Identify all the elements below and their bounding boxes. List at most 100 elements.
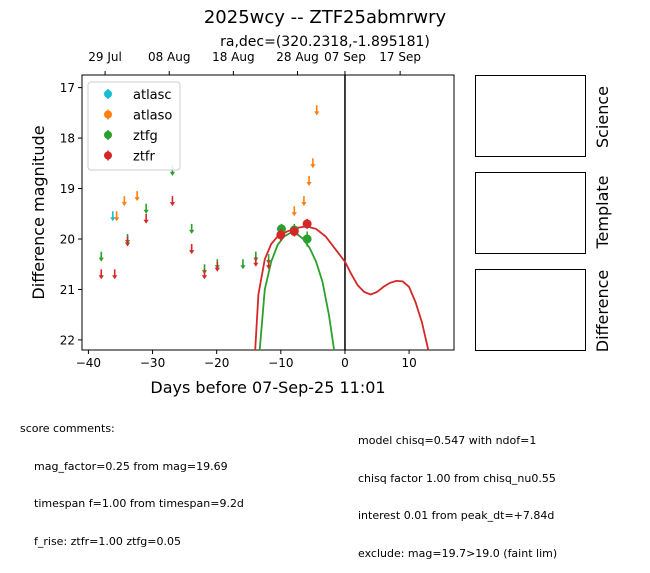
legend-label: ztfr bbox=[133, 150, 155, 165]
model-comment-line: exclude: mag=19.7>19.0 (faint lim) bbox=[358, 546, 558, 560]
detection-marker bbox=[289, 226, 299, 236]
top-tick-label: 17 Sep bbox=[379, 50, 421, 64]
ztfr-upper-limit bbox=[201, 269, 208, 280]
upper-limit-arrowhead bbox=[169, 202, 176, 207]
detection-marker bbox=[276, 230, 286, 240]
y-axis-label: Difference magnitude bbox=[29, 125, 48, 299]
model-comment-line: chisq factor 1.00 from chisq_nu0.55 bbox=[358, 471, 556, 485]
plot-frame bbox=[81, 74, 455, 351]
atlaso-upper-limit bbox=[121, 196, 127, 207]
upper-limit-arrowhead bbox=[253, 262, 259, 267]
ztfg-upper-limit bbox=[240, 259, 246, 270]
detection-marker bbox=[302, 219, 312, 229]
y-tick-label: 22 bbox=[60, 333, 75, 347]
template-label: Template bbox=[593, 175, 612, 249]
atlaso-upper-limit bbox=[114, 211, 120, 222]
legend-label: ztfg bbox=[133, 129, 158, 144]
score-comments: score comments: mag_factor=0.25 from mag… bbox=[20, 398, 244, 561]
ztfg-detection bbox=[302, 231, 312, 247]
upper-limit-arrowhead bbox=[291, 212, 297, 217]
y-tick-label: 18 bbox=[60, 132, 75, 146]
ztfr-upper-limit bbox=[124, 236, 131, 247]
science-panel bbox=[475, 75, 586, 157]
x-tick-label: −40 bbox=[76, 356, 101, 370]
x-tick-label: 0 bbox=[341, 356, 349, 370]
ztfr-detection bbox=[276, 228, 286, 242]
atlaso-upper-limit bbox=[306, 175, 312, 186]
atlaso-upper-limit bbox=[291, 206, 297, 217]
upper-limit-arrowhead bbox=[169, 171, 176, 176]
ztfr-detection bbox=[302, 218, 312, 229]
top-tick-label: 28 Aug bbox=[276, 50, 319, 64]
upper-limit-arrowhead bbox=[306, 181, 312, 186]
top-tick-label: 29 Jul bbox=[88, 50, 122, 64]
top-tick-label: 08 Aug bbox=[148, 50, 191, 64]
x-tick-label: 10 bbox=[401, 356, 416, 370]
legend-label: atlaso bbox=[133, 109, 172, 124]
upper-limit-arrowhead bbox=[240, 265, 246, 270]
upper-limit-arrowhead bbox=[314, 111, 320, 116]
science-label: Science bbox=[593, 85, 612, 149]
ztfg-model bbox=[258, 231, 335, 350]
legend-label: atlasc bbox=[133, 88, 172, 103]
upper-limit-arrowhead bbox=[114, 217, 120, 222]
top-tick-label: 07 Sep bbox=[324, 50, 366, 64]
y-tick-label: 17 bbox=[60, 81, 75, 95]
model-comment-line: interest 0.01 from peak_dt=+7.84d bbox=[358, 509, 555, 522]
atlaso-upper-limit bbox=[314, 105, 320, 116]
difference-panel bbox=[475, 269, 586, 351]
upper-limit-arrowhead bbox=[143, 219, 149, 224]
atlaso-upper-limit bbox=[310, 158, 316, 169]
ztfr-detection bbox=[289, 226, 299, 237]
x-axis-label: Days before 07-Sep-25 11:01 bbox=[150, 378, 385, 397]
x-tick-label: −10 bbox=[268, 356, 293, 370]
x-tick-label: −30 bbox=[140, 356, 165, 370]
legend-marker bbox=[104, 131, 112, 139]
model-comments: model chisq=0.547 with ndof=1 chisq fact… bbox=[358, 410, 557, 573]
ztfr-upper-limit bbox=[169, 196, 176, 207]
chart-title: 2025wcy -- ZTF25abmrwry bbox=[203, 7, 447, 28]
score-comment-line: f_rise: ztfr=1.00 ztfg=0.05 bbox=[34, 534, 181, 548]
legend-marker bbox=[104, 151, 112, 160]
legend-marker bbox=[104, 110, 112, 119]
upper-limit-arrowhead bbox=[189, 250, 195, 255]
upper-limit-arrowhead bbox=[266, 265, 272, 270]
top-tick-label: 18 Aug bbox=[212, 50, 255, 64]
x-tick-label: −20 bbox=[204, 356, 229, 370]
upper-limit-arrowhead bbox=[110, 217, 116, 222]
light-curve-chart: −40 −30 −20 −10 0 10 17 18 19 20 21 22 29 Jul 08 Aug 1… bbox=[29, 50, 455, 397]
upper-limit-arrowhead bbox=[134, 197, 140, 202]
y-tick-label: 19 bbox=[60, 182, 75, 196]
upper-limit-arrowhead bbox=[98, 275, 104, 280]
upper-limit-arrowhead bbox=[310, 164, 316, 169]
ztfr-upper-limit bbox=[253, 256, 259, 267]
legend-box bbox=[87, 81, 181, 171]
legend-marker bbox=[104, 90, 112, 98]
upper-limit-arrowhead bbox=[112, 275, 118, 280]
data-layer bbox=[98, 105, 430, 350]
upper-limit-arrowhead bbox=[121, 202, 127, 207]
upper-limit-arrowhead bbox=[301, 202, 307, 207]
upper-limit-arrowhead bbox=[201, 275, 208, 280]
template-panel bbox=[475, 172, 586, 254]
ztfr-upper-limit bbox=[189, 244, 195, 255]
ztfr-upper-limit bbox=[143, 213, 149, 224]
score-comment-line: mag_factor=0.25 from mag=19.69 bbox=[34, 459, 228, 473]
ztfr-model bbox=[254, 225, 430, 350]
y-tick-label: 20 bbox=[60, 232, 75, 246]
model-comment-line: model chisq=0.547 with ndof=1 bbox=[358, 434, 537, 447]
ztfg-upper-limit bbox=[189, 223, 195, 234]
y-tick-label: 21 bbox=[60, 283, 75, 297]
ztfr-upper-limit bbox=[266, 259, 272, 270]
ztfr-upper-limit bbox=[112, 269, 118, 280]
atlaso-upper-limit bbox=[301, 196, 307, 207]
upper-limit-arrowhead bbox=[143, 209, 149, 214]
ztfr-upper-limit bbox=[98, 269, 104, 280]
chart-subtitle: ra,dec=(320.2318,-1.895181) bbox=[220, 34, 430, 50]
ztfg-upper-limit bbox=[98, 251, 104, 262]
atlasc-upper-limit bbox=[110, 211, 116, 222]
upper-limit-arrowhead bbox=[98, 257, 104, 262]
atlaso-upper-limit bbox=[134, 191, 140, 202]
upper-limit-arrowhead bbox=[189, 229, 195, 234]
difference-label: Difference bbox=[593, 269, 612, 353]
